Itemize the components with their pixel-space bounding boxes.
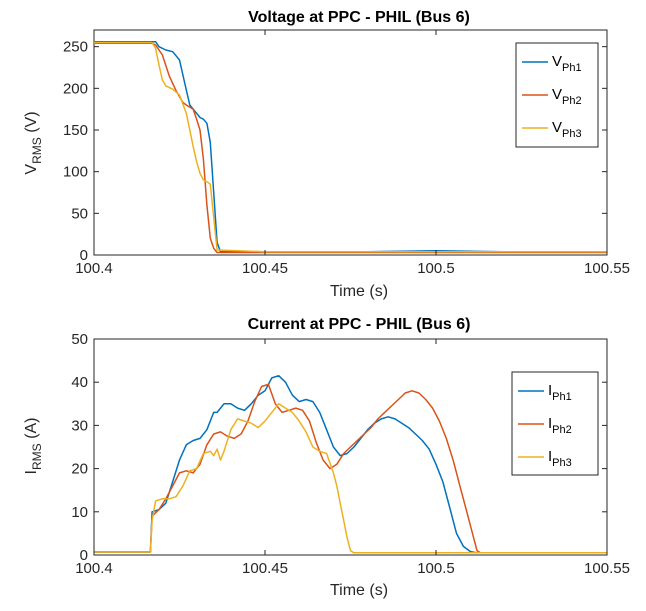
legend-label-ph2: VPh2 <box>552 86 582 107</box>
x-axis-label: Time (s) <box>330 283 388 300</box>
x-axis-label: Time (s) <box>330 582 388 599</box>
x-tick-label: 100.45 <box>242 560 288 577</box>
series-line-ph1 <box>94 374 607 554</box>
series-layer <box>94 374 607 554</box>
y-axis-label: IRMS (A) <box>23 418 44 475</box>
x-tick-label: 100.55 <box>584 560 630 577</box>
x-tick-label: 100.5 <box>417 260 455 277</box>
y-tick-label: 0 <box>80 247 88 264</box>
chart-title: Voltage at PPC - PHIL (Bus 6) <box>248 9 470 26</box>
voltage-chart: Voltage at PPC - PHIL (Bus 6) 100.4 100.4… <box>23 9 630 300</box>
tick-layer: 100.4 100.45 100.5 100.55 0 50 100 150 200 250 <box>63 30 630 277</box>
legend-label-ph1: VPh1 <box>552 53 582 74</box>
series-line-ph2 <box>94 42 607 254</box>
x-tick-label: 100.4 <box>75 260 113 277</box>
legend-label-ph3: IPh3 <box>548 448 572 469</box>
y-tick-label: 30 <box>71 417 88 434</box>
y-tick-label: 40 <box>71 374 88 391</box>
series-line-ph3 <box>94 403 607 554</box>
x-tick-label: 100.5 <box>417 560 455 577</box>
x-tick-label: 100.55 <box>584 260 630 277</box>
legend-label-ph2: IPh2 <box>548 415 572 436</box>
y-tick-label: 0 <box>80 547 88 564</box>
legend: IPh1 IPh2 IPh3 <box>511 371 599 476</box>
y-tick-label: 20 <box>71 461 88 478</box>
series-layer <box>94 40 607 254</box>
y-tick-label: 200 <box>63 80 88 97</box>
y-tick-label: 250 <box>63 39 88 56</box>
y-tick-label: 10 <box>71 504 88 521</box>
tick-layer: 100.4 100.45 100.5 100.55 0 10 20 30 40 50 <box>71 331 630 577</box>
x-tick-label: 100.45 <box>242 260 288 277</box>
legend-label-ph3: VPh3 <box>552 119 582 140</box>
y-tick-label: 100 <box>63 164 88 181</box>
series-line-ph3 <box>94 41 607 253</box>
y-tick-label: 150 <box>63 122 88 139</box>
chart-title: Current at PPC - PHIL (Bus 6) <box>248 316 471 333</box>
legend-label-ph1: IPh1 <box>548 382 572 403</box>
current-chart: Current at PPC - PHIL (Bus 6) 100.4 100.4… <box>23 316 630 599</box>
x-tick-label: 100.4 <box>75 560 113 577</box>
legend: VPh1 VPh2 VPh3 <box>515 42 599 148</box>
y-tick-label: 50 <box>71 205 88 222</box>
y-tick-label: 50 <box>71 331 88 348</box>
y-axis-label: VRMS (V) <box>23 111 44 174</box>
